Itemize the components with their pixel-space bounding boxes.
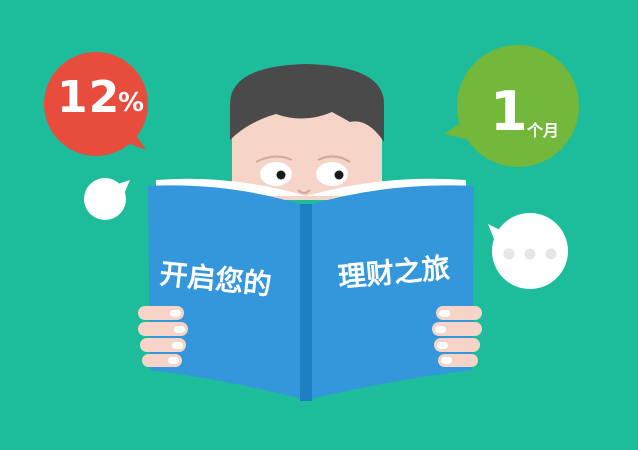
character-head — [230, 64, 384, 200]
rate-number: 12 — [57, 72, 121, 123]
chat-dot — [545, 248, 557, 260]
thought-bubble — [84, 178, 130, 220]
book — [148, 178, 474, 401]
eye-right — [316, 162, 348, 186]
eye-left — [260, 162, 292, 186]
rate-unit: % — [118, 88, 145, 118]
rate-bubble — [44, 52, 148, 156]
chat-bubble — [488, 213, 568, 289]
chat-dot — [524, 248, 536, 260]
chat-dot — [503, 248, 515, 260]
term-unit: 个月 — [527, 121, 560, 140]
term-number: 1 — [490, 80, 528, 143]
hand-right — [432, 306, 482, 367]
term-bubble — [444, 45, 579, 167]
hand-left — [138, 306, 188, 367]
